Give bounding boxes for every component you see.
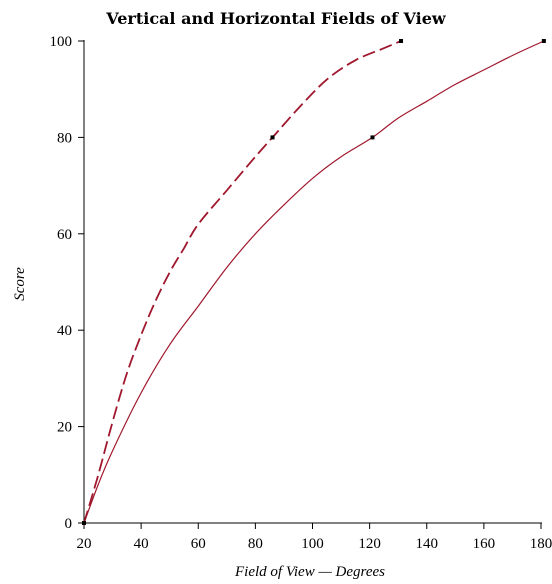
x-tick-label-140: 140 (416, 536, 439, 552)
x-axis-label: Field of View — Degrees (234, 564, 385, 580)
series-2-solid-line (83, 40, 545, 524)
y-tick-label-40: 40 (57, 323, 72, 339)
series-2-marker-2 (370, 135, 375, 140)
y-axis-label: Score (12, 267, 28, 301)
x-tick-label-120: 120 (358, 536, 381, 552)
series-1-marker-3 (399, 39, 404, 43)
series-layer (82, 39, 546, 525)
y-ticks: 0 20 40 60 80 100 (50, 34, 84, 532)
x-tick-label-60: 60 (191, 536, 206, 552)
series-1-marker-2 (270, 135, 275, 140)
x-ticks: 20 40 60 80 100 120 140 160 180 (77, 523, 552, 552)
series-1-dashed-line (83, 40, 402, 524)
y-tick-label-20: 20 (57, 420, 72, 436)
series-2-marker-1 (82, 521, 86, 525)
y-tick-label-100: 100 (50, 34, 73, 50)
y-tick-label-80: 80 (57, 130, 72, 146)
x-tick-label-100: 100 (301, 536, 324, 552)
x-tick-label-80: 80 (248, 536, 263, 552)
y-tick-label-60: 60 (57, 227, 72, 243)
y-tick-label-0: 0 (65, 516, 73, 532)
x-tick-label-40: 40 (134, 536, 149, 552)
x-tick-label-20: 20 (77, 536, 92, 552)
x-tick-label-180: 180 (530, 536, 552, 552)
series-2-marker-3 (541, 39, 546, 43)
chart-title: Vertical and Horizontal Fields of View (105, 9, 447, 28)
x-tick-label-160: 160 (473, 536, 496, 552)
